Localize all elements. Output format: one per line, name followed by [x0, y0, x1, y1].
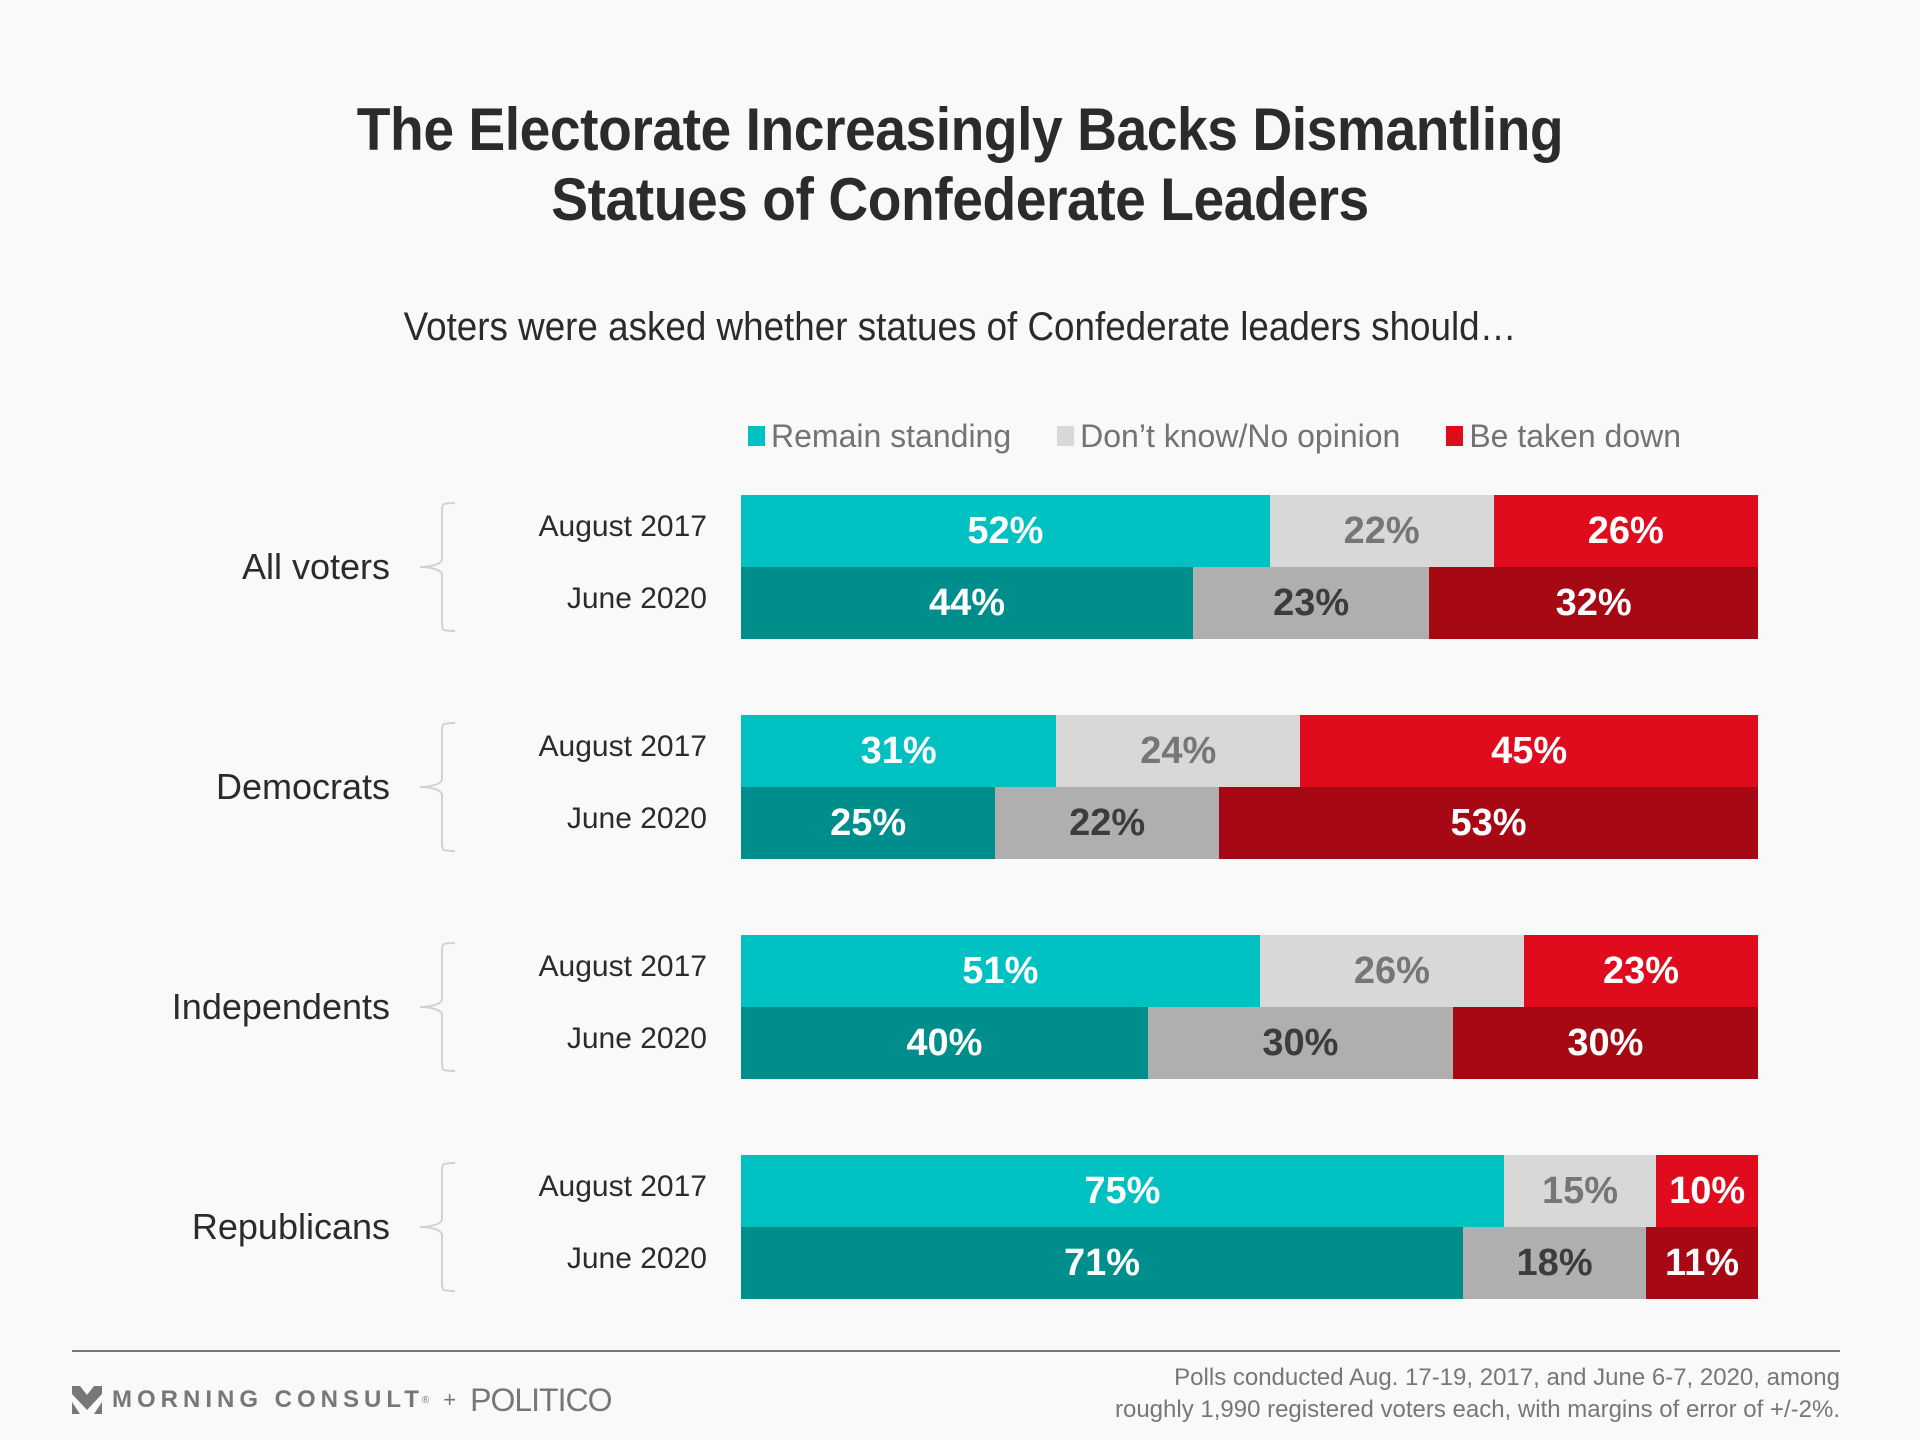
bar-segment-be-taken-down: 45% [1300, 715, 1758, 787]
politico-wordmark: POLITICO [470, 1381, 612, 1418]
row-label-june-2020: June 2020 [566, 1022, 707, 1055]
data-label: 10% [1669, 1169, 1746, 1212]
legend: Remain standing Don’t know/No opinion Be… [748, 414, 1681, 458]
row-label-august-2017: August 2017 [538, 730, 707, 763]
group-brace [420, 1162, 456, 1292]
data-label: 22% [1069, 801, 1146, 844]
bar-segment-remain-standing: 44% [741, 567, 1193, 639]
bar-independents-june-2020: 40% 30% 30% [741, 1007, 1758, 1079]
data-label: 52% [967, 509, 1044, 552]
bar-all-voters-june-2020: 44% 23% 32% [741, 567, 1758, 639]
legend-label: Remain standing [771, 417, 1012, 454]
bar-segment-don-t-know-no-opinion: 15% [1503, 1155, 1657, 1227]
bar-segment-remain-standing: 51% [741, 935, 1260, 1007]
legend-label: Don’t know/No opinion [1080, 417, 1401, 454]
bar-democrats-june-2020: 25% 22% 53% [741, 787, 1758, 859]
bar-segment-don-t-know-no-opinion: 26% [1259, 935, 1525, 1007]
bar-all-voters-august-2017: 52% 22% 26% [741, 495, 1758, 567]
bar-segment-remain-standing: 71% [741, 1227, 1464, 1299]
data-label: 23% [1273, 581, 1350, 624]
data-label: 40% [906, 1021, 983, 1064]
bar-segment-don-t-know-no-opinion: 24% [1056, 715, 1301, 787]
row-label-august-2017: August 2017 [538, 510, 707, 543]
bar-democrats-august-2017: 31% 24% 45% [741, 715, 1758, 787]
row-label-june-2020: June 2020 [566, 802, 707, 835]
legend-item-be-taken-down: Be taken down [1446, 418, 1681, 455]
data-label: 26% [1353, 949, 1430, 992]
group-label-republicans: Republicans [191, 1206, 390, 1247]
bar-segment-don-t-know-no-opinion: 22% [1269, 495, 1494, 567]
methodology-note-line-2: roughly 1,990 registered voters each, wi… [1114, 1396, 1840, 1423]
bar-segment-be-taken-down: 30% [1452, 1007, 1758, 1079]
chart-title: The Electorate Increasingly Backs Disman… [77, 95, 1843, 235]
bar-segment-be-taken-down: 53% [1218, 787, 1758, 859]
chart-title-line-1: The Electorate Increasingly Backs Disman… [356, 96, 1564, 163]
bar-segment-remain-standing: 25% [741, 787, 996, 859]
chart-subtitle: Voters were asked whether statues of Con… [403, 305, 1517, 349]
bar-segment-remain-standing: 31% [741, 715, 1057, 787]
data-label: 53% [1450, 801, 1527, 844]
bar-segment-don-t-know-no-opinion: 22% [995, 787, 1219, 859]
bar-republicans-june-2020: 71% 18% 11% [741, 1227, 1758, 1299]
chart-title-line-2: Statues of Confederate Leaders [551, 166, 1369, 233]
data-label: 23% [1602, 949, 1680, 992]
bar-republicans-august-2017: 75% 15% 10% [741, 1155, 1758, 1227]
bar-segment-be-taken-down: 23% [1524, 935, 1758, 1007]
group-label-independents: Independents [171, 986, 390, 1027]
bar-segment-don-t-know-no-opinion: 30% [1147, 1007, 1453, 1079]
bar-segment-remain-standing: 75% [741, 1155, 1504, 1227]
data-label: 32% [1555, 581, 1632, 624]
row-label-june-2020: June 2020 [566, 1242, 707, 1275]
bar-segment-be-taken-down: 32% [1429, 567, 1758, 639]
data-label: 31% [860, 729, 937, 772]
data-label: 71% [1064, 1241, 1141, 1284]
legend-swatch-dont-know [1057, 426, 1075, 446]
methodology-note: Polls conducted Aug. 17-19, 2017, and Ju… [1115, 1362, 1840, 1426]
methodology-note-line-1: Polls conducted Aug. 17-19, 2017, and Ju… [1174, 1364, 1840, 1391]
bar-segment-don-t-know-no-opinion: 23% [1193, 567, 1430, 639]
legend-label: Be taken down [1469, 417, 1682, 454]
data-label: 44% [928, 581, 1006, 624]
legend-item-dont-know: Don’t know/No opinion [1057, 418, 1400, 455]
footer-divider [72, 1350, 1840, 1352]
data-label: 30% [1262, 1021, 1339, 1064]
legend-swatch-be-taken-down [1446, 426, 1464, 446]
group-brace [420, 942, 456, 1072]
bar-segment-be-taken-down: 26% [1493, 495, 1758, 567]
bar-segment-remain-standing: 52% [741, 495, 1270, 567]
morning-consult-logo-icon [72, 1386, 102, 1414]
row-label-august-2017: August 2017 [538, 1170, 707, 1203]
data-label: 30% [1567, 1021, 1644, 1064]
data-label: 11% [1665, 1241, 1740, 1284]
data-label: 25% [830, 801, 907, 844]
data-label: 18% [1516, 1241, 1593, 1284]
group-label-democrats: Democrats [215, 766, 390, 807]
data-label: 75% [1084, 1169, 1161, 1212]
bar-independents-august-2017: 51% 26% 23% [741, 935, 1758, 1007]
group-brace [420, 722, 456, 852]
group-label-all-voters: All voters [241, 546, 390, 587]
bar-segment-be-taken-down: 10% [1656, 1155, 1758, 1227]
data-label: 22% [1343, 509, 1420, 552]
plus-sign: + [443, 1387, 457, 1412]
data-label: 26% [1587, 509, 1664, 552]
data-label: 15% [1541, 1169, 1619, 1212]
row-label-august-2017: August 2017 [538, 950, 707, 983]
legend-swatch-remain-standing [748, 426, 765, 446]
bar-segment-remain-standing: 40% [741, 1007, 1148, 1079]
data-label: 45% [1491, 729, 1568, 772]
bar-segment-be-taken-down: 11% [1646, 1227, 1758, 1299]
data-label: 51% [962, 949, 1039, 992]
footer-logos: MORNING CONSULT ® + POLITICO [72, 1380, 612, 1420]
row-label-june-2020: June 2020 [566, 582, 707, 615]
bar-segment-don-t-know-no-opinion: 18% [1463, 1227, 1647, 1299]
registered-mark: ® [421, 1394, 430, 1406]
group-brace [420, 502, 456, 632]
morning-consult-wordmark: MORNING CONSULT [112, 1386, 424, 1413]
data-label: 24% [1140, 729, 1217, 772]
legend-item-remain-standing: Remain standing [748, 418, 1011, 455]
